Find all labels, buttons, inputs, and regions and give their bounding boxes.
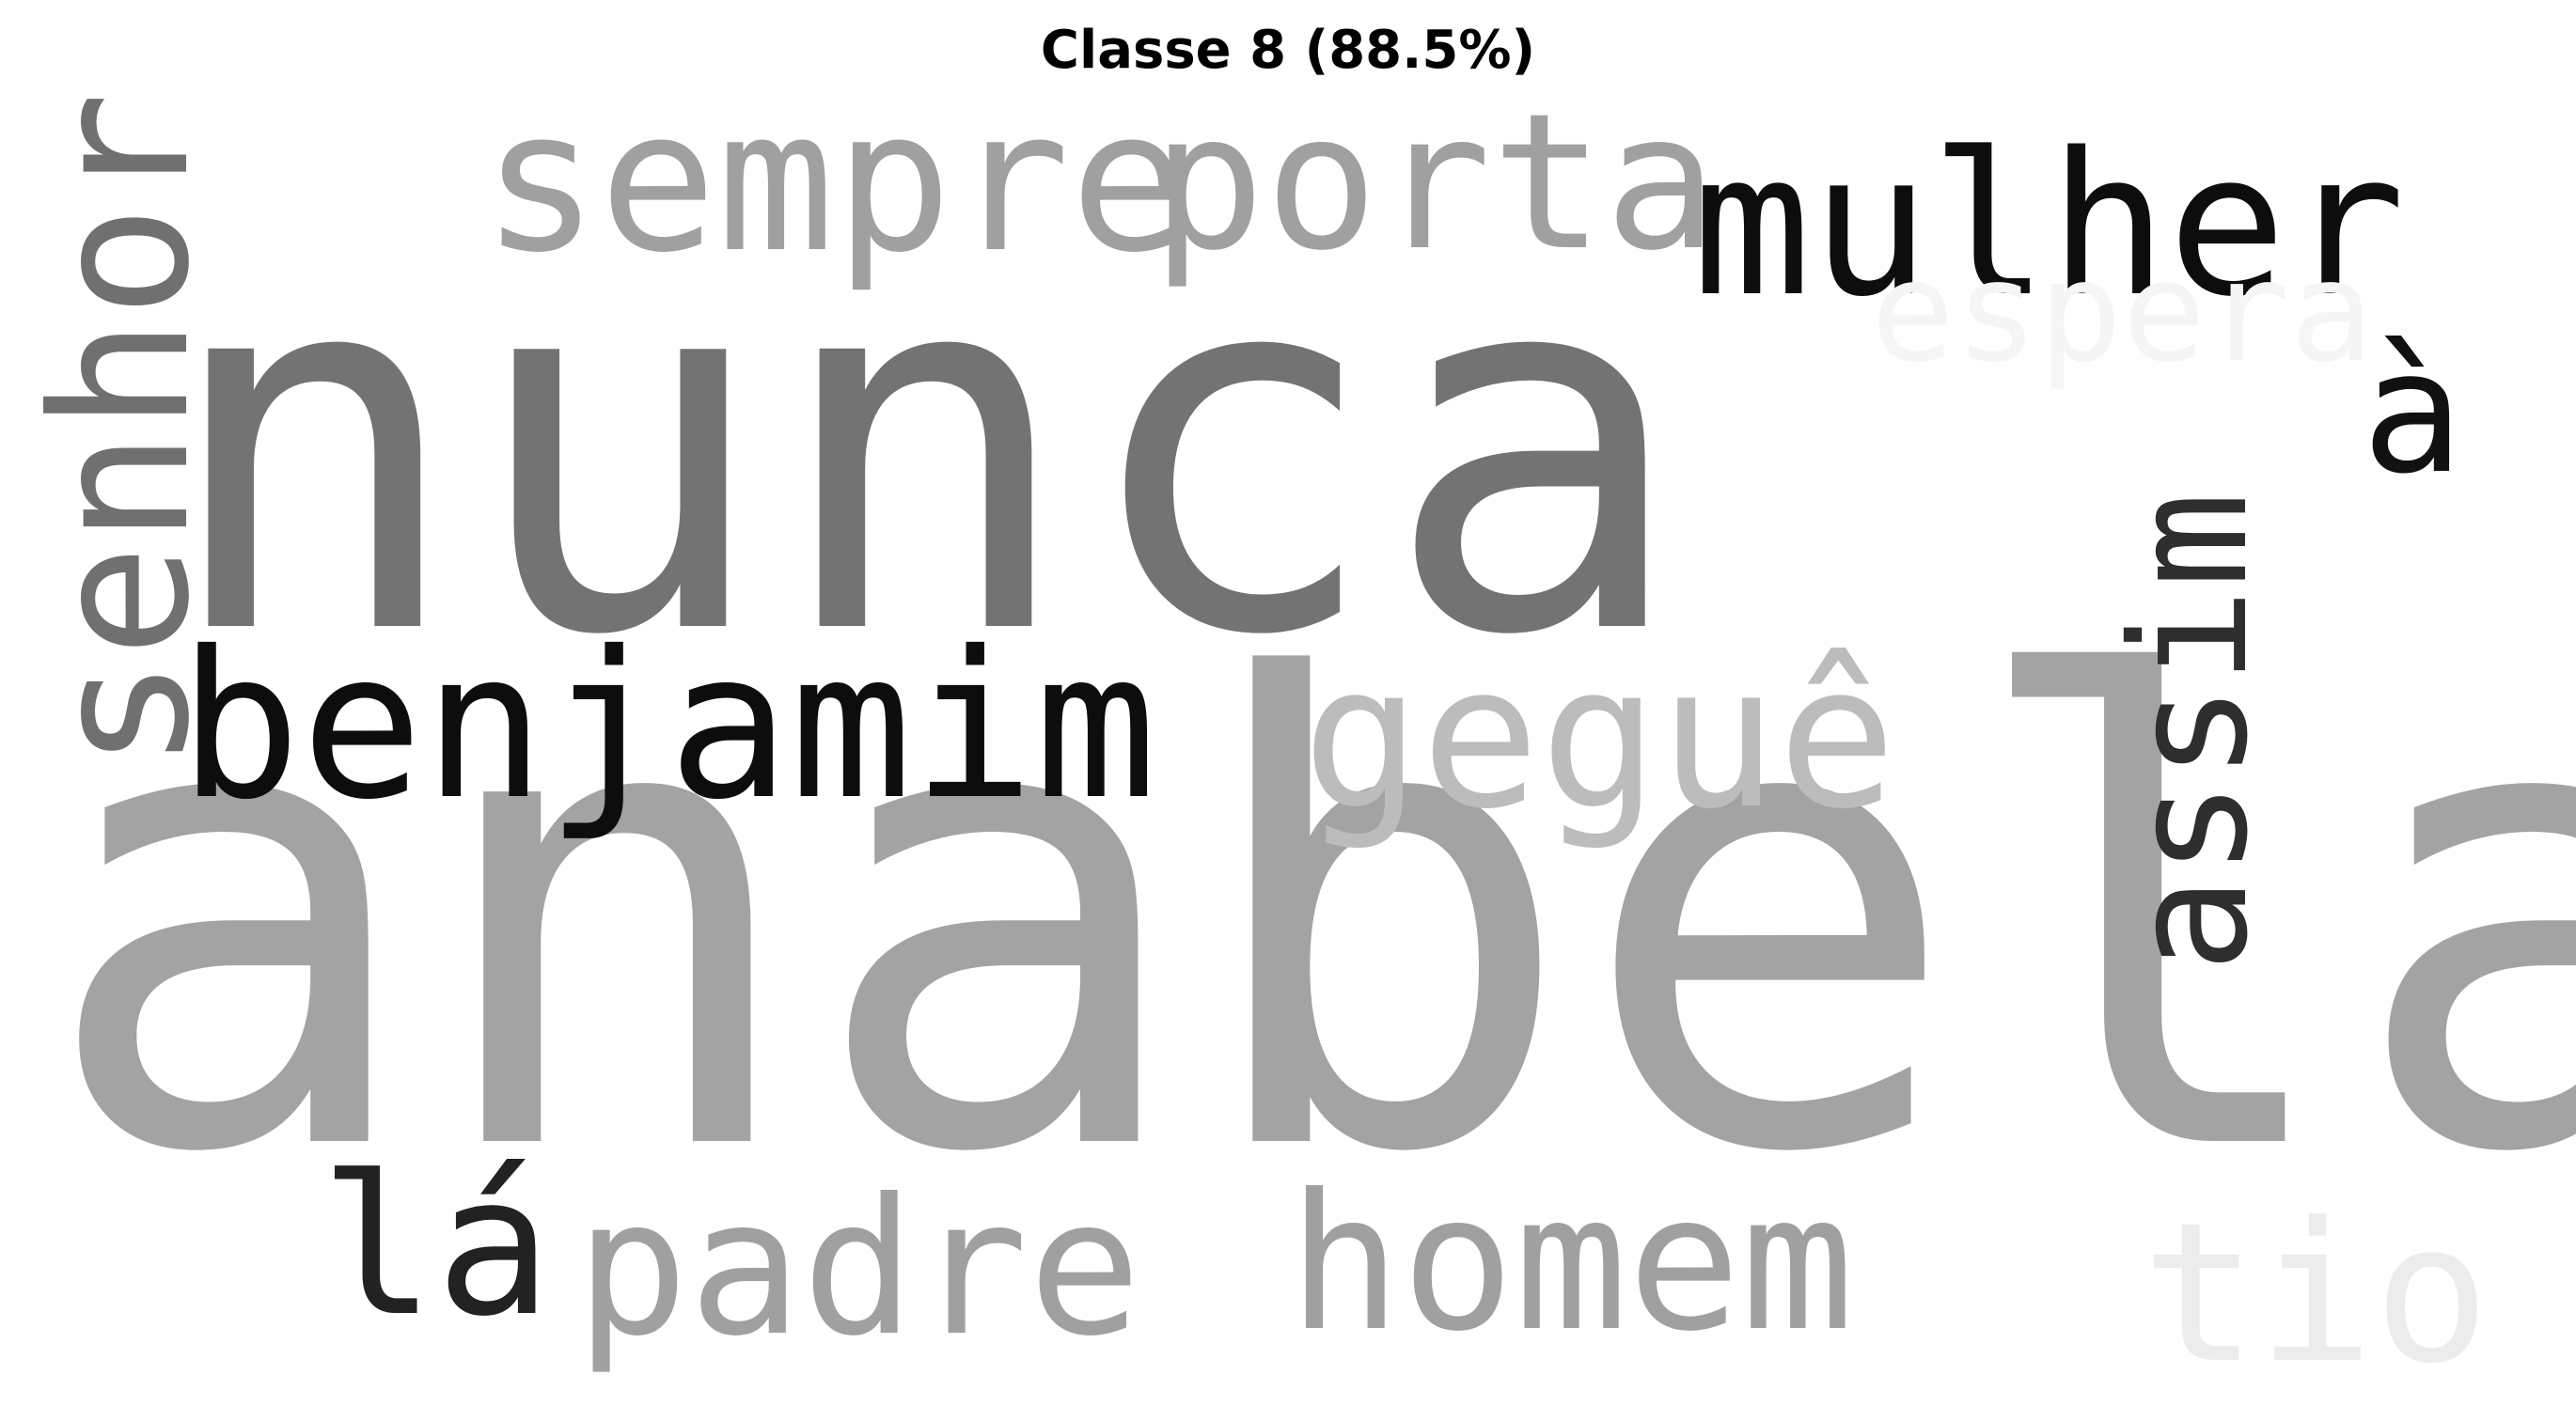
word-porta: porta bbox=[1152, 73, 1719, 292]
word-anabela: anabela bbox=[38, 549, 2576, 1292]
word-benjamim: benjamim bbox=[179, 608, 1157, 844]
word-assim: assim bbox=[2097, 492, 2284, 973]
word-mulher: mulher bbox=[1692, 110, 2406, 340]
word-espera: espera bbox=[1871, 231, 2374, 393]
word-padre: padre bbox=[575, 1159, 1142, 1378]
word-gegue: geguê bbox=[1302, 622, 1897, 852]
word-nunca: nunca bbox=[160, 156, 1689, 746]
word-tio: tio bbox=[2142, 1182, 2490, 1406]
word-a-grave: à bbox=[2362, 315, 2464, 511]
word-homem: homem bbox=[1288, 1154, 1855, 1373]
word-sempre: sempre bbox=[481, 69, 1188, 296]
word-la: lá bbox=[320, 1135, 552, 1359]
chart-title: Classe 8 (88.5%) bbox=[1040, 20, 1536, 81]
